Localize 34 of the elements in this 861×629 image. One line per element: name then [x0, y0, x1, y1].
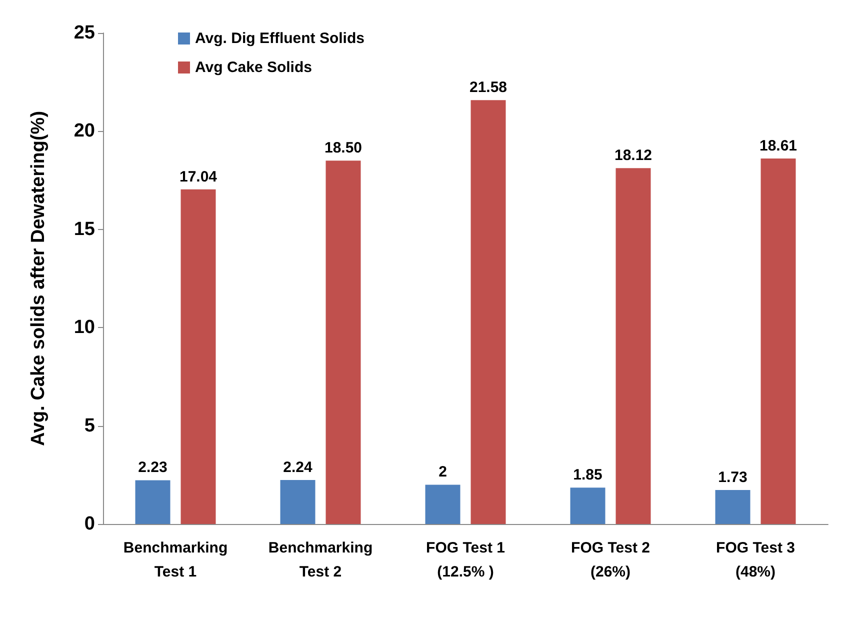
x-tick-label: FOG Test 1 (12.5% )	[426, 540, 505, 580]
data-label: 18.61	[759, 138, 798, 154]
x-tick-label: FOG Test 3 (48%)	[716, 540, 795, 580]
y-tick-label: 10	[74, 317, 95, 338]
bar	[326, 160, 361, 524]
bar	[470, 100, 506, 524]
data-label: 1.73	[718, 469, 748, 486]
legend-label: Avg. Dig Effluent Solids	[195, 30, 364, 47]
bar	[616, 168, 651, 524]
x-tick-label: Benchmarking Test 1	[123, 540, 228, 580]
data-label: 17.04	[179, 168, 218, 186]
data-label: 18.50	[324, 140, 362, 157]
y-tick-label: 20	[74, 120, 95, 142]
y-axis-title: Avg. Cake solids after Dewatering(%)	[28, 110, 49, 446]
data-label: 2	[438, 464, 447, 481]
data-label: 2.23	[138, 459, 168, 476]
x-tick-label: Benchmarking Test 2	[268, 540, 373, 580]
data-label: 21.58	[469, 79, 508, 96]
bar	[760, 158, 796, 524]
y-tick-label: 15	[74, 218, 96, 240]
bar	[280, 480, 316, 524]
data-label: 2.24	[283, 459, 313, 476]
y-tick-label: 5	[84, 415, 96, 436]
y-tick-label: 25	[74, 22, 96, 44]
bar	[135, 480, 170, 524]
bar	[425, 484, 460, 524]
y-tick-label: 0	[84, 514, 95, 534]
bar	[570, 488, 606, 524]
bar	[180, 189, 216, 524]
legend-label: Avg Cake Solids	[195, 59, 312, 76]
x-tick-label: FOG Test 2 (26%)	[571, 540, 650, 580]
bar	[715, 490, 750, 524]
data-label: 18.12	[614, 147, 652, 164]
data-label: 1.85	[573, 466, 602, 484]
